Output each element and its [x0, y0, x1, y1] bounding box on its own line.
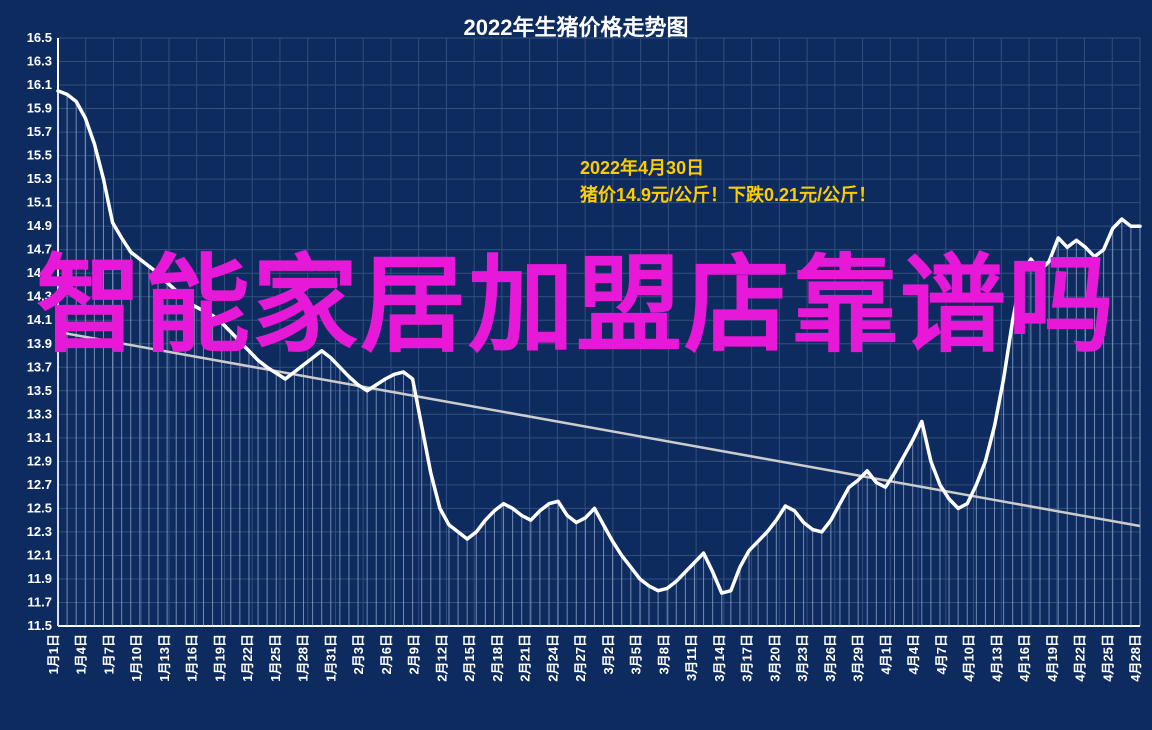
- chart-title: 2022年生猪价格走势图: [0, 10, 1152, 42]
- svg-text:1月13日: 1月13日: [157, 634, 172, 682]
- svg-text:2月3日: 2月3日: [351, 634, 366, 674]
- svg-text:3月17日: 3月17日: [740, 634, 755, 682]
- svg-text:15.1: 15.1: [27, 195, 52, 210]
- svg-text:2月15日: 2月15日: [462, 634, 477, 682]
- svg-text:14.9: 14.9: [27, 218, 52, 233]
- svg-text:12.9: 12.9: [27, 453, 52, 468]
- chart-container: 11.5 11.7 11.9 12.1 12.3 12.5 12.7 12.9 13.1 13.3…: [0, 0, 1152, 730]
- svg-text:13.9: 13.9: [27, 336, 52, 351]
- svg-text:1月31日: 1月31日: [323, 634, 338, 682]
- svg-text:2月27日: 2月27日: [573, 634, 588, 682]
- svg-text:4月16日: 4月16日: [1017, 634, 1032, 682]
- svg-text:3月14日: 3月14日: [712, 634, 727, 682]
- svg-text:3月11日: 3月11日: [684, 634, 699, 681]
- svg-text:14.5: 14.5: [27, 265, 52, 280]
- svg-text:4月4日: 4月4日: [906, 634, 921, 674]
- svg-text:15.7: 15.7: [27, 124, 52, 139]
- svg-text:15.5: 15.5: [27, 148, 52, 163]
- svg-text:2月24日: 2月24日: [545, 634, 560, 682]
- svg-text:2月21日: 2月21日: [518, 634, 533, 682]
- svg-text:1月25日: 1月25日: [268, 634, 283, 682]
- svg-text:12.7: 12.7: [27, 477, 52, 492]
- svg-text:3月5日: 3月5日: [629, 634, 644, 674]
- svg-text:16.3: 16.3: [27, 54, 52, 69]
- svg-text:13.3: 13.3: [27, 406, 52, 421]
- chart-annotation: 2022年4月30日 猪价14.9元/公斤！下跌0.21元/公斤！: [580, 155, 876, 209]
- chart-svg: 11.5 11.7 11.9 12.1 12.3 12.5 12.7 12.9 13.1 13.3…: [0, 0, 1152, 730]
- svg-text:12.5: 12.5: [27, 500, 52, 515]
- svg-text:14.3: 14.3: [27, 289, 52, 304]
- svg-text:2月12日: 2月12日: [434, 634, 449, 682]
- svg-text:15.3: 15.3: [27, 171, 52, 186]
- svg-text:1月16日: 1月16日: [185, 634, 200, 682]
- svg-text:3月2日: 3月2日: [601, 634, 616, 674]
- svg-text:4月10日: 4月10日: [962, 634, 977, 682]
- svg-text:3月26日: 3月26日: [823, 634, 838, 682]
- svg-text:16.1: 16.1: [27, 77, 52, 92]
- svg-text:13.1: 13.1: [27, 430, 52, 445]
- svg-text:1月22日: 1月22日: [240, 634, 255, 682]
- svg-text:11.7: 11.7: [27, 594, 52, 609]
- svg-text:11.9: 11.9: [27, 571, 52, 586]
- svg-text:2月9日: 2月9日: [407, 634, 422, 674]
- svg-text:4月25日: 4月25日: [1100, 634, 1115, 682]
- svg-text:4月1日: 4月1日: [878, 634, 893, 674]
- svg-text:4月7日: 4月7日: [934, 634, 949, 674]
- svg-text:13.5: 13.5: [27, 383, 52, 398]
- svg-text:4月28日: 4月28日: [1128, 634, 1143, 682]
- svg-text:4月19日: 4月19日: [1045, 634, 1060, 682]
- svg-text:3月20日: 3月20日: [767, 634, 782, 682]
- svg-text:1月19日: 1月19日: [212, 634, 227, 682]
- svg-text:13.7: 13.7: [27, 359, 52, 374]
- annotation-line2: 猪价14.9元/公斤！下跌0.21元/公斤！: [580, 182, 876, 209]
- svg-text:14.1: 14.1: [27, 312, 52, 327]
- svg-text:1月10日: 1月10日: [129, 634, 144, 682]
- svg-text:2月18日: 2月18日: [490, 634, 505, 682]
- svg-text:11.5: 11.5: [27, 618, 52, 633]
- svg-text:1月28日: 1月28日: [296, 634, 311, 682]
- svg-text:1月4日: 1月4日: [74, 634, 89, 674]
- svg-text:15.9: 15.9: [27, 101, 52, 116]
- svg-text:3月29日: 3月29日: [851, 634, 866, 682]
- svg-text:14.7: 14.7: [27, 242, 52, 257]
- svg-text:12.1: 12.1: [27, 547, 52, 562]
- svg-text:2月6日: 2月6日: [379, 634, 394, 674]
- svg-text:3月8日: 3月8日: [656, 634, 671, 674]
- svg-text:4月22日: 4月22日: [1073, 634, 1088, 682]
- svg-text:1月1日: 1月1日: [46, 634, 61, 674]
- svg-text:3月23日: 3月23日: [795, 634, 810, 682]
- svg-text:1月7日: 1月7日: [101, 634, 116, 674]
- svg-text:4月13日: 4月13日: [989, 634, 1004, 682]
- annotation-line1: 2022年4月30日: [580, 155, 876, 182]
- svg-text:12.3: 12.3: [27, 524, 52, 539]
